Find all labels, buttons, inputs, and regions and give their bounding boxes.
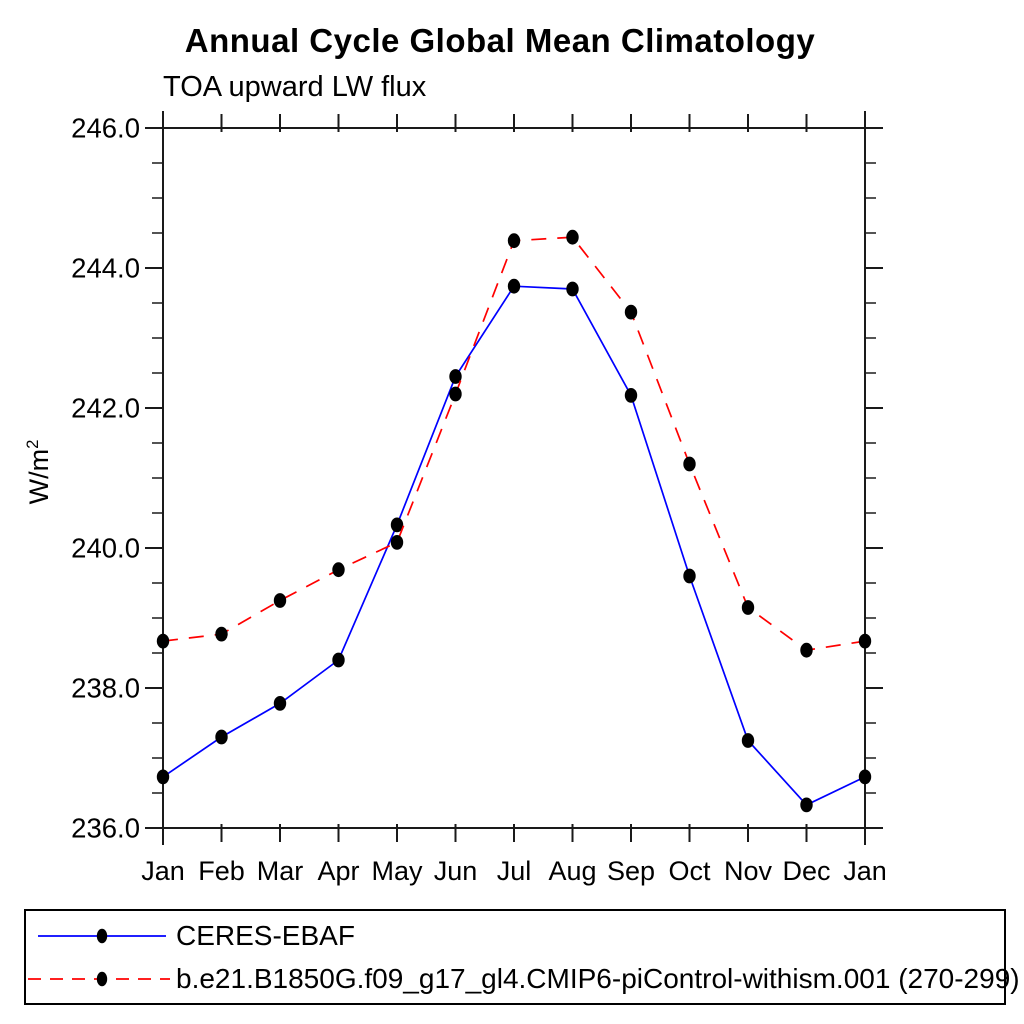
series-marker-0 [273, 696, 287, 711]
chart-subtitle: TOA upward LW flux [163, 71, 427, 103]
series-marker-0 [449, 369, 462, 384]
series-marker-1 [624, 304, 638, 320]
x-tick-label: Sep [607, 856, 655, 886]
x-tick-label: Jun [434, 856, 478, 886]
y-tick-label: 242.0 [71, 393, 140, 424]
legend-entry-model: b.e21.B1850G.f09_g17_gl4.CMIP6-piControl… [26, 957, 1020, 1000]
legend-box: CERES-EBAF b.e21.B1850G.f09_g17_gl4.CMIP… [24, 909, 1020, 1005]
series-marker-0 [800, 797, 813, 813]
series-marker-0 [390, 517, 404, 533]
series-marker-1 [566, 229, 579, 245]
series-marker-1 [858, 633, 872, 649]
x-tick-label: Mar [257, 856, 304, 886]
series-marker-1 [332, 562, 345, 578]
series-marker-1 [683, 456, 696, 472]
series-marker-0 [507, 278, 521, 294]
legend-entry-ceres: CERES-EBAF [26, 914, 1004, 957]
series-marker-0 [156, 769, 170, 785]
series-line-0 [162, 285, 866, 806]
legend-sample-solid-line [38, 928, 166, 943]
x-tick-label: Jul [497, 856, 532, 886]
series-marker-1 [215, 626, 228, 642]
series-marker-1 [390, 535, 404, 550]
x-tick-label: Feb [198, 856, 245, 886]
y-tick-label: 240.0 [71, 533, 140, 564]
series-marker-1 [273, 593, 287, 608]
series-marker-0 [858, 769, 872, 785]
chart-title: Annual Cycle Global Mean Climatology [184, 22, 816, 59]
x-tick-label: Aug [548, 856, 596, 886]
y-tick-label: 236.0 [71, 813, 140, 844]
x-tick-label: Jan [141, 856, 185, 886]
legend-label-model: b.e21.B1850G.f09_g17_gl4.CMIP6-piControl… [176, 962, 1020, 994]
y-tick-label: 244.0 [71, 253, 140, 284]
series-marker-1 [741, 600, 755, 615]
series-marker-0 [332, 652, 345, 668]
series-marker-1 [800, 642, 813, 658]
x-tick-label: Jan [843, 856, 887, 886]
x-tick-label: Dec [782, 856, 830, 886]
x-tick-label: May [371, 856, 423, 886]
series-marker-0 [741, 733, 755, 748]
series-marker-0 [215, 729, 228, 745]
series-marker-1 [156, 633, 170, 649]
y-tick-label: 246.0 [71, 113, 140, 144]
x-tick-label: Nov [724, 856, 773, 886]
series-marker-1 [507, 233, 521, 249]
legend-sample-dashed-line [28, 971, 170, 986]
series-marker-0 [683, 568, 696, 584]
series-marker-1 [449, 386, 462, 402]
series-line-1 [162, 236, 866, 652]
x-tick-label: Oct [668, 856, 711, 886]
series-marker-0 [566, 281, 579, 297]
y-tick-label: 238.0 [71, 673, 140, 704]
x-tick-label: Apr [317, 856, 359, 886]
legend-label-ceres: CERES-EBAF [176, 919, 355, 951]
series-marker-0 [624, 388, 638, 403]
